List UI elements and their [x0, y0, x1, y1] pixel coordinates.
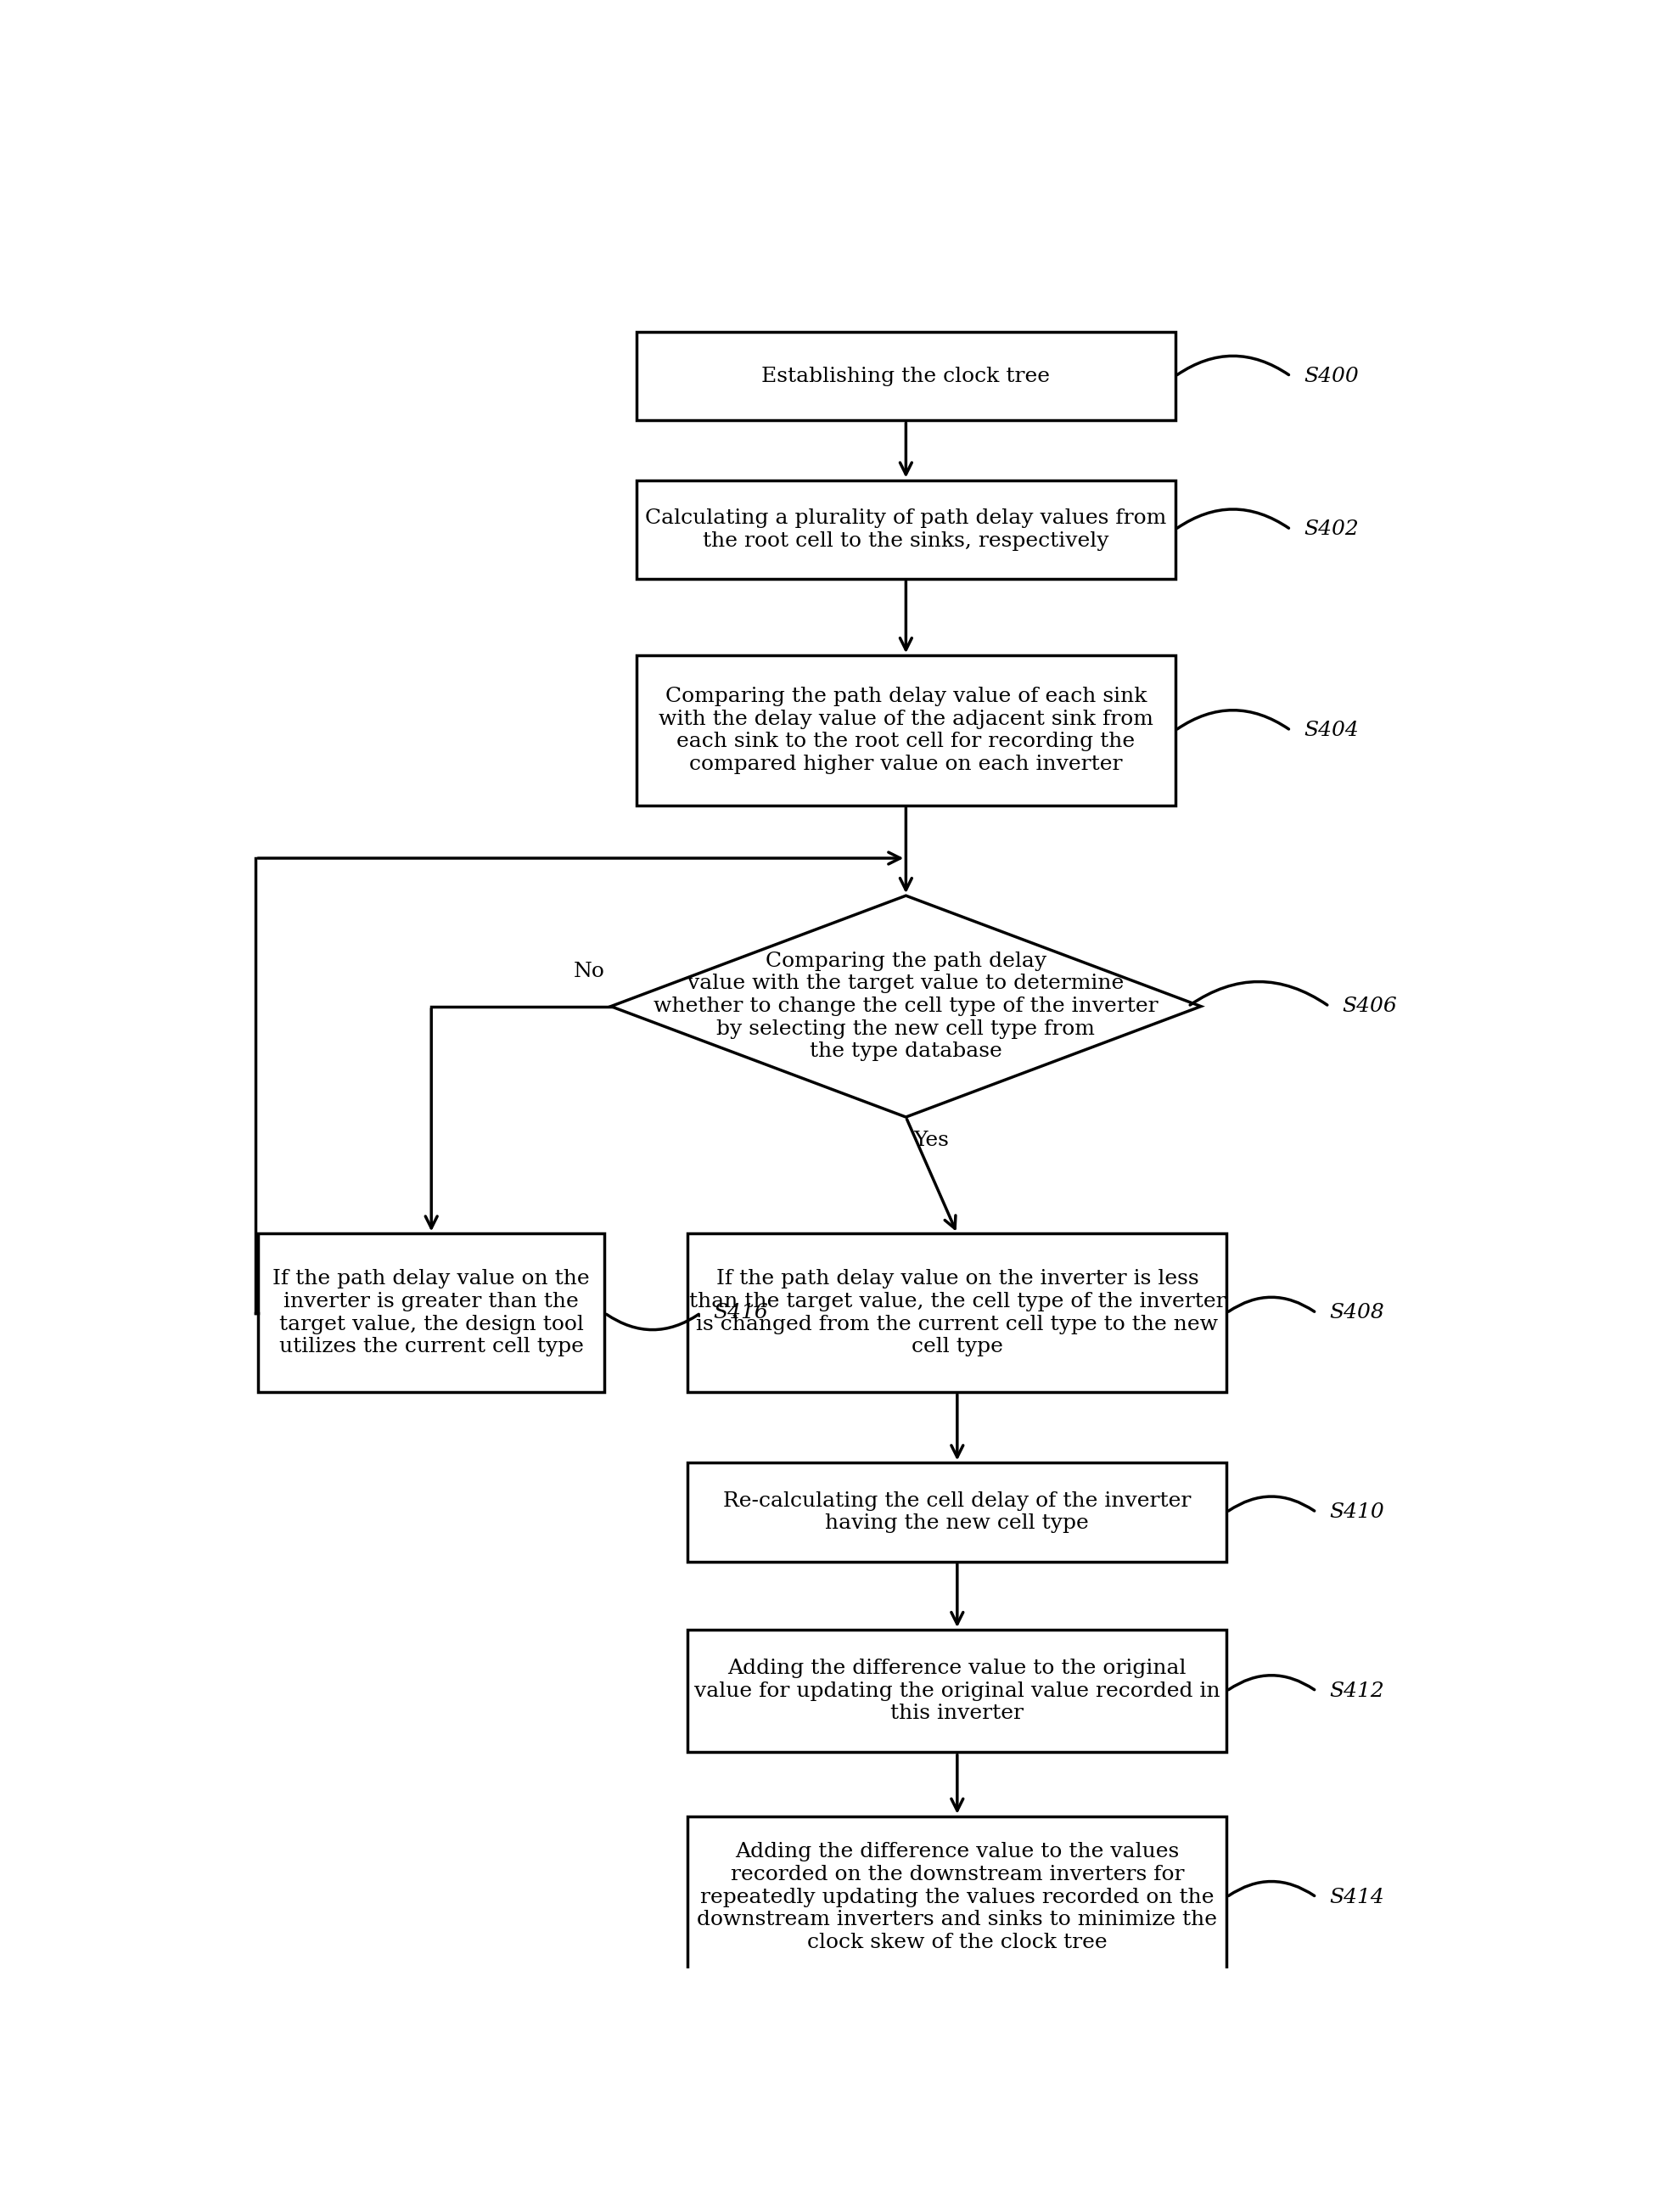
FancyArrowPatch shape: [1228, 1882, 1314, 1896]
Text: S412: S412: [1329, 1681, 1384, 1701]
FancyArrowPatch shape: [1177, 509, 1289, 529]
FancyArrowPatch shape: [1228, 1296, 1314, 1312]
Text: Calculating a plurality of path delay values from
the root cell to the sinks, re: Calculating a plurality of path delay va…: [645, 509, 1167, 551]
Polygon shape: [611, 896, 1202, 1117]
FancyBboxPatch shape: [688, 1630, 1226, 1752]
Text: Adding the difference value to the original
value for updating the original valu: Adding the difference value to the origi…: [693, 1659, 1220, 1723]
Text: Comparing the path delay
value with the target value to determine
whether to cha: Comparing the path delay value with the …: [654, 951, 1158, 1062]
FancyBboxPatch shape: [688, 1462, 1226, 1562]
FancyArrowPatch shape: [1177, 710, 1289, 730]
FancyBboxPatch shape: [637, 480, 1175, 580]
Text: S404: S404: [1304, 721, 1359, 741]
FancyBboxPatch shape: [637, 655, 1175, 805]
Text: S402: S402: [1304, 520, 1359, 540]
Text: Establishing the clock tree: Establishing the clock tree: [761, 367, 1051, 385]
Text: S408: S408: [1329, 1303, 1384, 1323]
Text: Re-calculating the cell delay of the inverter
having the new cell type: Re-calculating the cell delay of the inv…: [723, 1491, 1192, 1533]
Text: If the path delay value on the inverter is less
than the target value, the cell : If the path delay value on the inverter …: [688, 1270, 1226, 1356]
Text: S414: S414: [1329, 1887, 1384, 1907]
FancyBboxPatch shape: [637, 332, 1175, 420]
FancyBboxPatch shape: [688, 1234, 1226, 1391]
FancyArrowPatch shape: [1177, 356, 1289, 374]
Text: S416: S416: [713, 1303, 768, 1323]
FancyArrowPatch shape: [1190, 982, 1327, 1004]
FancyBboxPatch shape: [688, 1816, 1226, 1978]
Text: Comparing the path delay value of each sink
with the delay value of the adjacent: Comparing the path delay value of each s…: [659, 686, 1154, 774]
Text: Adding the difference value to the values
recorded on the downstream inverters f: Adding the difference value to the value…: [697, 1843, 1218, 1951]
FancyArrowPatch shape: [606, 1314, 698, 1329]
Text: Yes: Yes: [914, 1130, 950, 1150]
Text: S410: S410: [1329, 1502, 1384, 1522]
FancyBboxPatch shape: [258, 1234, 604, 1391]
FancyArrowPatch shape: [1228, 1498, 1314, 1511]
Text: If the path delay value on the
inverter is greater than the
target value, the de: If the path delay value on the inverter …: [273, 1270, 589, 1356]
Text: S406: S406: [1342, 998, 1397, 1015]
FancyArrowPatch shape: [1228, 1674, 1314, 1690]
Text: S400: S400: [1304, 367, 1359, 385]
Text: No: No: [573, 962, 604, 980]
